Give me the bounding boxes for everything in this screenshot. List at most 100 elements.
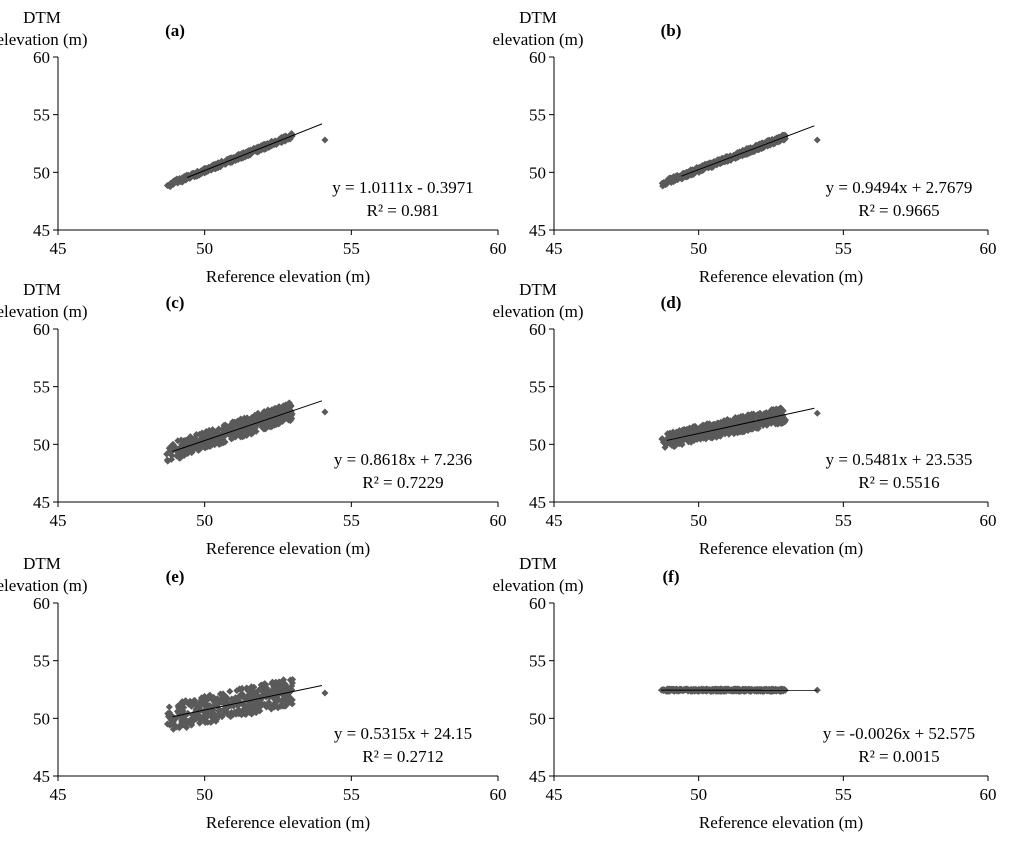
data-point: [283, 700, 291, 708]
data-point: [271, 700, 279, 708]
data-point: [208, 717, 216, 725]
data-point: [236, 709, 244, 717]
data-point: [772, 405, 780, 413]
y-axis-label-line1: DTM: [519, 554, 557, 573]
y-axis-label-line1: DTM: [519, 8, 557, 27]
data-point: [221, 696, 229, 704]
regression-equation: y = 0.5481x + 23.535: [826, 450, 973, 469]
y-tick-label: 45: [529, 493, 546, 512]
data-point: [736, 428, 744, 436]
data-point: [186, 720, 194, 728]
x-tick-label: 55: [835, 511, 852, 530]
y-tick-label: 50: [33, 163, 50, 182]
data-point: [283, 414, 291, 422]
x-axis-label: Reference elevation (m): [699, 267, 863, 286]
data-point: [731, 414, 739, 422]
x-tick-label: 45: [50, 239, 67, 258]
trend-line: [666, 407, 815, 441]
data-point: [241, 706, 249, 714]
x-tick-label: 50: [690, 785, 707, 804]
data-point: [216, 696, 224, 704]
regression-equation: y = -0.0026x + 52.575: [823, 724, 975, 743]
data-point: [678, 175, 686, 183]
scatter-points: [163, 130, 296, 190]
x-axis-label: Reference elevation (m): [699, 539, 863, 558]
r-squared: R² = 0.981: [367, 201, 440, 220]
data-point: [678, 440, 686, 448]
data-point: [701, 421, 709, 429]
y-axis-label-line2: elevation (m): [0, 302, 88, 321]
data-point: [258, 683, 266, 691]
data-point: [163, 450, 171, 458]
trend-line: [681, 125, 815, 177]
data-point: [197, 431, 205, 439]
data-point: [246, 708, 254, 716]
regression-equation: y = 0.9494x + 2.7679: [826, 178, 973, 197]
data-point: [229, 433, 237, 441]
data-point: [245, 701, 253, 709]
x-axis-label: Reference elevation (m): [699, 813, 863, 832]
data-point: [658, 435, 666, 443]
y-tick-label: 50: [529, 709, 546, 728]
data-point: [260, 700, 268, 708]
x-tick-label: 45: [50, 511, 67, 530]
data-point: [699, 434, 707, 442]
data-point: [236, 685, 244, 693]
x-tick-label: 50: [196, 239, 213, 258]
panel-e: 45 50 55 60 45 50 55 60 DTM elevation (m) (e) Refer…: [0, 554, 507, 832]
y-axis-label-line1: DTM: [23, 554, 61, 573]
regression-equation: y = 0.8618x + 7.236: [334, 450, 472, 469]
data-point: [273, 420, 281, 428]
data-point: [178, 178, 186, 186]
data-point: [250, 428, 258, 436]
data-point: [761, 412, 769, 420]
panel-label: (f): [663, 567, 680, 586]
y-tick-label: 60: [529, 320, 546, 339]
data-point: [748, 412, 756, 420]
x-axis-label: Reference elevation (m): [206, 539, 370, 558]
data-point: [166, 721, 174, 729]
panel-label: (a): [165, 21, 185, 40]
y-axis-label-line2: elevation (m): [492, 30, 583, 49]
y-axis-label-line1: DTM: [23, 8, 61, 27]
trend-line: [186, 123, 323, 178]
data-point: [661, 443, 669, 451]
data-point: [694, 687, 702, 695]
data-point: [165, 703, 173, 711]
data-point: [197, 696, 205, 704]
data-point: [768, 408, 776, 416]
data-point: [206, 691, 214, 699]
y-axis-label-line2: elevation (m): [0, 576, 88, 595]
panel-b: 45 50 55 60 45 50 55 60 DTM elevation (m) (b) Refer…: [492, 8, 996, 286]
data-point-outlier: [321, 689, 329, 697]
x-tick-label: 60: [490, 239, 507, 258]
r-squared: R² = 0.2712: [362, 747, 443, 766]
data-point: [188, 449, 196, 457]
data-point-outlier: [813, 136, 821, 144]
data-point: [732, 685, 740, 693]
data-point: [213, 437, 221, 445]
data-point: [669, 438, 677, 446]
data-point: [241, 431, 249, 439]
x-tick-label: 60: [490, 785, 507, 804]
data-point: [205, 429, 213, 437]
data-point: [174, 178, 182, 186]
data-point: [184, 171, 192, 179]
data-point: [222, 424, 230, 432]
data-point: [688, 427, 696, 435]
y-axis-label-line2: elevation (m): [492, 576, 583, 595]
data-point: [659, 182, 667, 190]
regression-equation: y = 1.0111x - 0.3971: [332, 178, 474, 197]
data-point: [255, 698, 263, 706]
y-tick-label: 45: [529, 221, 546, 240]
x-tick-label: 60: [980, 785, 997, 804]
data-point: [691, 423, 699, 431]
data-point: [707, 434, 715, 442]
trend-line: [172, 684, 323, 718]
x-tick-label: 50: [690, 239, 707, 258]
data-point: [240, 692, 248, 700]
data-point-outlier: [321, 408, 329, 416]
data-point: [218, 713, 226, 721]
data-point: [748, 421, 756, 429]
